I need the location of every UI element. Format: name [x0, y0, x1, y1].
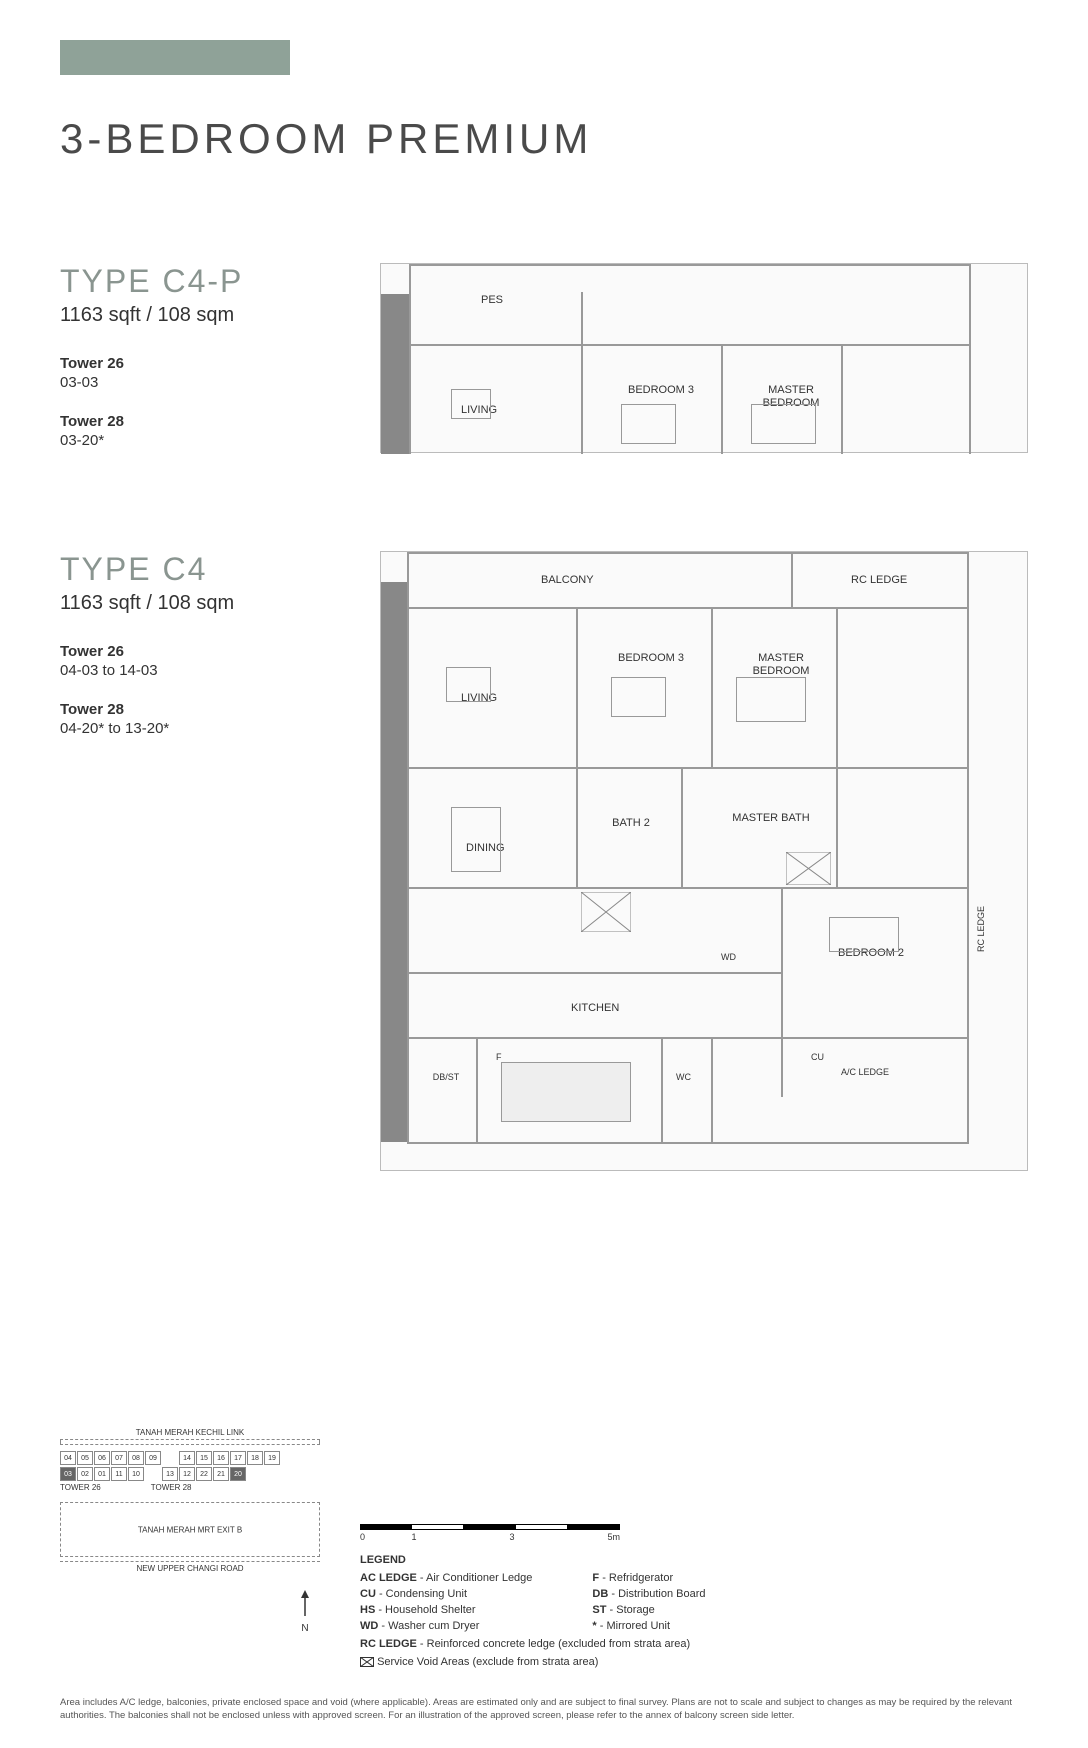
legend-item: CU - Condensing Unit	[360, 1588, 532, 1600]
legend: 0 1 3 5m LEGEND AC LEDGE - Air Condition…	[360, 1524, 1000, 1668]
legend-item: HS - Household Shelter	[360, 1604, 532, 1616]
siteplan-unit: 11	[111, 1467, 127, 1481]
siteplan-unit: 20	[230, 1467, 246, 1481]
room-label: KITCHEN	[571, 1002, 619, 1015]
room-label: WD	[721, 952, 736, 963]
siteplan-unit: 13	[162, 1467, 178, 1481]
road-label: NEW UPPER CHANGI ROAD	[60, 1564, 320, 1573]
siteplan-unit: 18	[247, 1451, 263, 1465]
siteplan-unit: 08	[128, 1451, 144, 1465]
legend-title: LEGEND	[360, 1554, 1000, 1566]
room-label: WC	[676, 1072, 691, 1083]
legend-item: F - Refridgerator	[592, 1572, 705, 1584]
siteplan-unit: 15	[196, 1451, 212, 1465]
tower-label: Tower 26	[60, 355, 340, 372]
room-label: DB/ST	[426, 1072, 466, 1083]
tower-units: 03-03	[60, 374, 340, 391]
room-label: RC LEDGE	[851, 574, 907, 587]
floorplan-c4p: PES LIVING BEDROOM 3 MASTER BEDROOM	[380, 263, 1028, 453]
compass-icon: N	[290, 1588, 320, 1628]
siteplan-unit: 05	[77, 1451, 93, 1465]
room-label: CU	[811, 1052, 824, 1063]
unit-type: TYPE C4	[60, 551, 340, 588]
accent-bar	[60, 40, 290, 75]
disclaimer: Area includes A/C ledge, balconies, priv…	[60, 1697, 1028, 1723]
legend-item: ST - Storage	[592, 1604, 705, 1616]
tower-label: Tower 26	[60, 643, 340, 660]
tower-label: Tower 28	[60, 413, 340, 430]
legend-item: AC LEDGE - Air Conditioner Ledge	[360, 1572, 532, 1584]
siteplan-unit: 03	[60, 1467, 76, 1481]
siteplan-unit: 12	[179, 1467, 195, 1481]
siteplan-unit: 09	[145, 1451, 161, 1465]
floorplan-c4: BALCONY RC LEDGE LIVING BEDROOM 3 MASTER…	[380, 551, 1028, 1171]
siteplan-unit: 10	[128, 1467, 144, 1481]
siteplan-unit: 21	[213, 1467, 229, 1481]
room-label: BATH 2	[606, 817, 656, 830]
room-label: BEDROOM 3	[621, 384, 701, 397]
room-label: A/C LEDGE	[841, 1067, 889, 1078]
room-label: BALCONY	[541, 574, 594, 587]
tower-label: Tower 28	[60, 701, 340, 718]
legend-item: DB - Distribution Board	[592, 1588, 705, 1600]
road-label: TANAH MERAH KECHIL LINK	[60, 1428, 320, 1437]
siteplan-unit: 04	[60, 1451, 76, 1465]
siteplan-unit: 06	[94, 1451, 110, 1465]
unit-size: 1163 sqft / 108 sqm	[60, 592, 340, 615]
room-label: RC LEDGE	[976, 906, 987, 952]
page-title: 3-BEDROOM PREMIUM	[60, 115, 1028, 163]
room-label: MASTER BEDROOM	[741, 652, 821, 678]
legend-item: * - Mirrored Unit	[592, 1620, 705, 1632]
legend-void: Service Void Areas (exclude from strata …	[360, 1656, 1000, 1668]
siteplan-unit: 17	[230, 1451, 246, 1465]
tower-units: 04-20* to 13-20*	[60, 720, 340, 737]
legend-item: WD - Washer cum Dryer	[360, 1620, 532, 1632]
tower-units: 04-03 to 14-03	[60, 662, 340, 679]
siteplan-unit: 22	[196, 1467, 212, 1481]
unit-size: 1163 sqft / 108 sqm	[60, 304, 340, 327]
tower-units: 03-20*	[60, 432, 340, 449]
scale-bar: 0 1 3 5m	[360, 1524, 1000, 1542]
siteplan-unit: 07	[111, 1451, 127, 1465]
siteplan-unit: 02	[77, 1467, 93, 1481]
siteplan: TANAH MERAH KECHIL LINK 040506070809 141…	[60, 1428, 320, 1628]
siteplan-unit: 01	[94, 1467, 110, 1481]
unit-row: TYPE C4-P 1163 sqft / 108 sqm Tower 26 0…	[60, 263, 1028, 471]
tower-label: TOWER 28	[151, 1483, 192, 1492]
unit-info: TYPE C4-P 1163 sqft / 108 sqm Tower 26 0…	[60, 263, 340, 471]
room-label: PES	[481, 294, 503, 307]
siteplan-unit: 16	[213, 1451, 229, 1465]
room-label: MASTER BATH	[731, 812, 811, 825]
unit-row: TYPE C4 1163 sqft / 108 sqm Tower 26 04-…	[60, 551, 1028, 1171]
unit-info: TYPE C4 1163 sqft / 108 sqm Tower 26 04-…	[60, 551, 340, 759]
legend-item: RC LEDGE - Reinforced concrete ledge (ex…	[360, 1638, 1000, 1650]
siteplan-unit: 14	[179, 1451, 195, 1465]
room-label: BEDROOM 3	[611, 652, 691, 665]
siteplan-unit: 19	[264, 1451, 280, 1465]
unit-type: TYPE C4-P	[60, 263, 340, 300]
tower-label: TOWER 26	[60, 1483, 101, 1492]
mrt-label: TANAH MERAH MRT EXIT B	[138, 1525, 242, 1534]
